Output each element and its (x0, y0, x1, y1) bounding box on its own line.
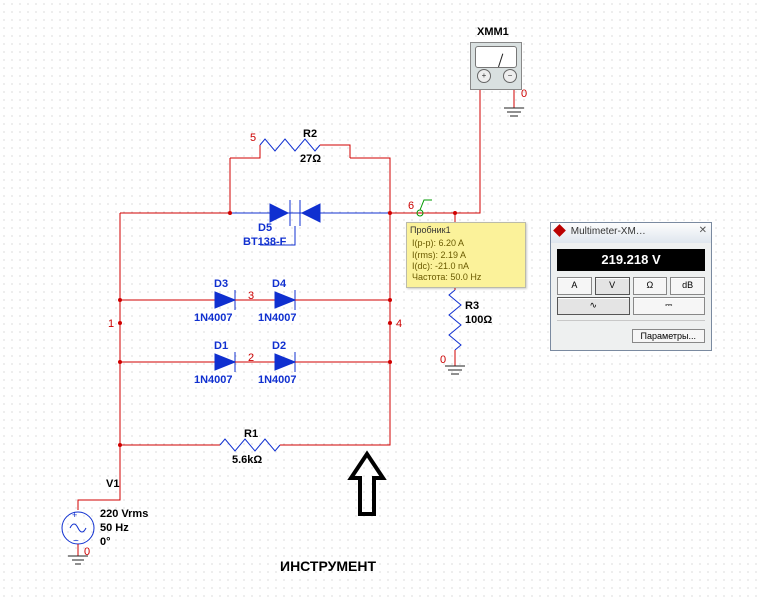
r1-ref: R1 (244, 428, 258, 440)
node-1: 1 (108, 318, 114, 330)
divider (557, 320, 705, 321)
schematic-canvas: + − XMM1 0 R2 27Ω 5 6 D5 B (0, 0, 760, 600)
terminal-plus-icon: + (477, 69, 491, 83)
terminal-minus-icon: − (503, 69, 517, 83)
probe-line: I(dc): -21.0 nA (412, 261, 520, 272)
multimeter-instrument[interactable]: + − (470, 42, 522, 90)
probe-line: I(p-p): 6.20 A (412, 238, 520, 249)
d3-val: 1N4007 (194, 312, 233, 324)
arrow-caption: ИНСТРУМЕНТ (280, 558, 376, 574)
ground-label-r3: 0 (440, 354, 446, 366)
r2-ref: R2 (303, 128, 317, 140)
v1-phase: 0° (100, 536, 111, 548)
d4-val: 1N4007 (258, 312, 297, 324)
multimeter-window[interactable]: Multimeter-XM… ✕ 219.218 V A V Ω dB ∿ ⎓ … (550, 222, 712, 351)
node-3: 3 (248, 290, 254, 302)
probe-line: I(rms): 2.19 A (412, 250, 520, 261)
v1-freq: 50 Hz (100, 522, 129, 534)
node-6: 6 (408, 200, 414, 212)
d1-ref: D1 (214, 340, 228, 352)
probe-tooltip: Пробник1 I(p-p): 6.20 A I(rms): 2.19 A I… (406, 222, 526, 288)
node-2: 2 (248, 352, 254, 364)
window-titlebar[interactable]: Multimeter-XM… ✕ (551, 223, 711, 243)
d3-ref: D3 (214, 278, 228, 290)
probe-line: Частота: 50.0 Hz (412, 272, 520, 283)
d2-ref: D2 (272, 340, 286, 352)
instrument-ref-xmm1: XMM1 (477, 26, 509, 38)
node-5: 5 (250, 132, 256, 144)
r1-val: 5.6kΩ (232, 454, 262, 466)
window-close-button[interactable]: ✕ (699, 225, 707, 236)
app-gem-icon (553, 224, 566, 237)
mode-button-ohm[interactable]: Ω (633, 277, 668, 295)
d2-val: 1N4007 (258, 374, 297, 386)
wave-row: ∿ ⎓ (557, 297, 705, 315)
wave-button-ac[interactable]: ∿ (557, 297, 630, 315)
window-title: Multimeter-XM… (571, 226, 646, 237)
ground-label-v1: 0 (84, 546, 90, 558)
wave-button-dc[interactable]: ⎓ (633, 297, 706, 315)
mode-button-v[interactable]: V (595, 277, 630, 295)
r2-val: 27Ω (300, 153, 321, 165)
d4-ref: D4 (272, 278, 286, 290)
svg-text:+: + (72, 510, 77, 520)
d1-val: 1N4007 (194, 374, 233, 386)
d5-val: BT138-F (243, 236, 286, 248)
r3-val: 100Ω (465, 314, 492, 326)
mode-button-a[interactable]: A (557, 277, 592, 295)
params-button[interactable]: Параметры... (632, 329, 705, 343)
mode-button-db[interactable]: dB (670, 277, 705, 295)
d5-ref: D5 (258, 222, 272, 234)
node-4: 4 (396, 318, 402, 330)
probe-name: Пробник1 (410, 225, 520, 236)
v1-vrms: 220 Vrms (100, 508, 148, 520)
r3-ref: R3 (465, 300, 479, 312)
mode-row: A V Ω dB (557, 277, 705, 295)
multimeter-display: 219.218 V (557, 249, 705, 271)
meter-dial-icon (475, 46, 517, 68)
v1-ref: V1 (106, 478, 119, 490)
